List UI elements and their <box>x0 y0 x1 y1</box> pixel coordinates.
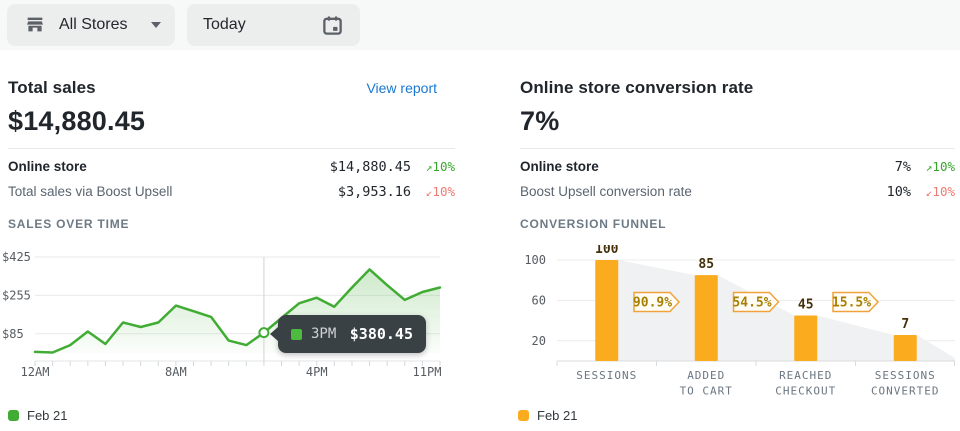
store-selector-label: All Stores <box>59 16 128 33</box>
arrow-down-icon: ↙ <box>425 186 433 199</box>
metric-change-up: ↗10% <box>925 159 955 174</box>
bar-value-label: 45 <box>798 298 814 313</box>
metric-label: Boost Upsell conversion rate <box>520 184 692 199</box>
legend-swatch-green <box>8 410 19 421</box>
y-axis-label: 60 <box>532 293 546 307</box>
tooltip-value: $380.45 <box>349 325 413 343</box>
funnel-bar[interactable] <box>595 260 619 361</box>
funnel-bar[interactable] <box>694 275 718 361</box>
calendar-icon <box>323 15 342 35</box>
view-report-link[interactable]: View report <box>366 80 437 96</box>
metric-value: 7% <box>894 158 911 175</box>
card-title: Online store conversion rate <box>520 78 754 97</box>
x-axis-label: 4PM <box>306 365 328 379</box>
bar-value-label: 100 <box>595 245 619 257</box>
metric-row-boost-upsell-rate: Boost Upsell conversion rate 10% ↙10% <box>520 179 955 204</box>
divider <box>8 148 455 149</box>
legend-swatch-orange <box>518 410 529 421</box>
x-axis-label: 11PM <box>413 365 442 379</box>
funnel-legend: Feb 21 <box>518 408 577 423</box>
metric-row-online-store-rate: Online store 7% ↗10% <box>520 154 955 179</box>
hover-point-marker <box>258 327 270 339</box>
conversion-rate-value: 7% <box>520 106 560 136</box>
conversion-rate-card: Online store conversion rate 7% Online s… <box>518 50 955 431</box>
conversion-badge <box>633 291 681 313</box>
chevron-down-icon <box>151 22 161 28</box>
filter-bar: All Stores Today <box>0 0 960 50</box>
y-axis-label: $425 <box>2 250 31 264</box>
y-axis-label: $85 <box>2 327 24 341</box>
funnel-bar[interactable] <box>794 315 818 361</box>
bar-value-label: 7 <box>901 317 909 332</box>
bar-value-label: 85 <box>698 257 714 272</box>
card-title: Total sales <box>8 78 96 97</box>
chart-tooltip: 3PM $380.45 <box>270 315 426 353</box>
bar-chart-svg: 20 60 100 100 SESSIONS 85 ADDED TO CART 45 REACHE… <box>524 245 955 398</box>
section-title-conversion-funnel: CONVERSION FUNNEL <box>520 217 667 231</box>
x-axis-label: 8AM <box>165 365 187 379</box>
metric-change-up: ↗10% <box>425 159 455 174</box>
total-sales-value: $14,880.45 <box>8 106 146 136</box>
sales-over-time-chart[interactable]: $85 $255 $425 12AM 8AM 4PM 11PM 3PM $380.45 <box>0 245 456 405</box>
legend-label: Feb 21 <box>27 408 68 423</box>
conversion-funnel-chart[interactable]: 20 60 100 100 SESSIONS 85 ADDED TO CART 45 REACHE… <box>518 245 955 405</box>
y-axis-label: 100 <box>524 253 546 267</box>
conversion-badge-label: 90.9% <box>633 296 672 311</box>
metric-value: $3,953.16 <box>337 183 411 200</box>
conversion-badge <box>832 291 880 313</box>
conversion-badge-label: 54.5% <box>732 296 771 311</box>
x-axis-label: CONVERTED <box>871 385 940 398</box>
total-sales-header: Total sales View report <box>8 78 437 98</box>
metric-change-down: ↙10% <box>925 184 955 199</box>
arrow-up-icon: ↗ <box>425 161 433 174</box>
conversion-badge <box>732 291 780 313</box>
date-selector-label: Today <box>203 16 246 33</box>
y-axis-label: 20 <box>532 334 546 348</box>
tooltip-series-swatch <box>291 328 302 340</box>
total-sales-card: Total sales View report $14,880.45 Onlin… <box>0 50 456 431</box>
funnel-chart: 20 60 100 100 SESSIONS 85 ADDED TO CART 45 REACHE… <box>524 245 955 398</box>
x-axis-label: TO CART <box>680 385 733 398</box>
metric-value: $14,880.45 <box>329 158 411 175</box>
x-axis-label: SESSIONS <box>875 369 936 382</box>
y-axis-label: $255 <box>2 288 31 302</box>
sales-legend: Feb 21 <box>8 408 67 423</box>
x-axis-label: REACHED <box>779 369 832 382</box>
metric-value: 10% <box>886 183 911 200</box>
legend-label: Feb 21 <box>537 408 578 423</box>
funnel-bar[interactable] <box>893 335 917 361</box>
metric-label: Online store <box>520 159 599 174</box>
metric-row-online-store: Online store $14,880.45 ↗10% <box>8 154 455 179</box>
date-selector-button[interactable]: Today <box>187 4 360 46</box>
arrow-up-icon: ↗ <box>925 161 933 174</box>
x-axis-label: ADDED <box>687 369 725 382</box>
conversion-badge-label: 15.5% <box>832 296 871 311</box>
store-icon <box>27 17 43 32</box>
metric-change-down: ↙10% <box>425 184 455 199</box>
series-line[interactable] <box>33 268 442 354</box>
arrow-down-icon: ↙ <box>925 186 933 199</box>
divider <box>520 148 955 149</box>
store-selector-button[interactable]: All Stores <box>7 4 175 46</box>
metric-row-boost-upsell: Total sales via Boost Upsell $3,953.16 ↙… <box>8 179 455 204</box>
x-axis-label: SESSIONS <box>576 369 637 382</box>
section-title-sales-over-time: SALES OVER TIME <box>8 217 130 231</box>
x-axis-label: 12AM <box>21 365 50 379</box>
metric-label: Total sales via Boost Upsell <box>8 184 173 199</box>
metric-label: Online store <box>8 159 87 174</box>
x-axis-label: CHECKOUT <box>775 385 836 398</box>
conversion-header: Online store conversion rate <box>520 78 955 98</box>
tooltip-time-label: 3PM <box>311 326 337 342</box>
